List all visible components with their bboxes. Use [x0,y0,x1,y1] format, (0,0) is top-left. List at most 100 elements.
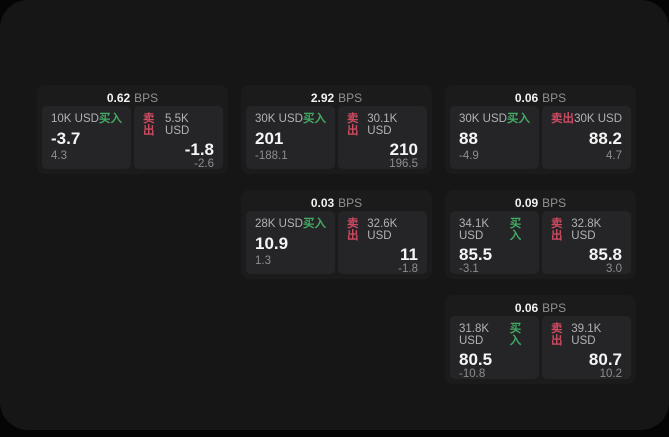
buy-row: 10K USD 买入 [51,113,122,126]
buy-panel[interactable]: 10K USD 买入 -3.7 4.3 [42,106,131,169]
buy-price: 10.9 [255,233,289,253]
buy-amount: 30K USD [459,113,507,125]
card-body: 30K USD 买入 201 -188.1 卖出 30.1K USD 210 1… [246,106,427,169]
sell-change: -2.6 [194,157,214,170]
sell-amount: 39.1K USD [571,323,602,347]
buy-label: 买入 [507,113,530,125]
sell-change: 4.7 [606,149,622,162]
sell-panel[interactable]: 卖出 39.1K USD 80.7 10.2 [542,316,631,379]
buy-row: 34.1K USD 买入 [459,218,530,242]
sell-price: 210 [389,140,418,159]
sell-row: 卖出 30K USD [551,113,622,126]
buy-row: 28K USD 买入 [255,218,326,231]
bps-value: 0.62 [106,90,131,105]
bps-value: 0.06 [514,300,539,315]
bps-unit-label: BPS [542,195,567,210]
bps-value: 0.03 [310,195,335,210]
bps-unit-label: BPS [542,90,567,105]
sell-price: -1.8 [184,140,214,159]
buy-price: 88 [459,128,478,148]
sell-row: 卖出 30.1K USD [347,113,418,137]
buy-panel[interactable]: 30K USD 买入 88 -4.9 [450,106,539,169]
buy-label: 买入 [303,218,326,230]
card-header: 0.03 BPS [246,194,427,211]
buy-label: 买入 [99,113,122,125]
quote-card: 0.09 BPS 34.1K USD 买入 85.5 -3.1 卖出 32.8K… [445,190,636,279]
sell-label: 卖出 [347,113,359,137]
card-header: 0.62 BPS [42,89,223,106]
card-body: 28K USD 买入 10.9 1.3 卖出 32.6K USD 11 -1.8 [246,211,427,274]
sell-amount: 32.8K USD [571,218,602,242]
buy-row: 31.8K USD 买入 [459,323,530,347]
sell-amount: 30.1K USD [367,113,398,137]
buy-panel[interactable]: 30K USD 买入 201 -188.1 [246,106,335,169]
sell-change: -1.8 [398,262,418,275]
buy-amount: 30K USD [255,113,303,125]
sell-panel[interactable]: 卖出 30.1K USD 210 196.5 [338,106,427,169]
sell-row: 卖出 39.1K USD [551,323,622,347]
sell-price: 85.8 [588,245,622,264]
sell-label: 卖出 [143,113,155,137]
buy-row: 30K USD 买入 [459,113,530,126]
sell-label: 卖出 [551,218,563,242]
buy-change: -3.1 [459,262,479,275]
buy-change: -4.9 [459,149,479,162]
card-header: 0.09 BPS [450,194,631,211]
buy-change: 1.3 [255,254,271,267]
sell-amount: 30K USD [574,113,622,125]
buy-price: 201 [255,128,284,148]
sell-row: 卖出 5.5K USD [143,113,214,137]
bps-unit-label: BPS [338,90,363,105]
buy-amount: 34.1K USD [459,218,490,242]
buy-label: 买入 [509,323,522,347]
buy-amount: 10K USD [51,113,99,125]
sell-price: 80.7 [588,350,622,369]
quote-card: 2.92 BPS 30K USD 买入 201 -188.1 卖出 30.1K … [241,85,432,174]
sell-panel[interactable]: 卖出 30K USD 88.2 4.7 [542,106,631,169]
sell-panel[interactable]: 卖出 32.8K USD 85.8 3.0 [542,211,631,274]
bps-unit-label: BPS [338,195,363,210]
sell-panel[interactable]: 卖出 32.6K USD 11 -1.8 [338,211,427,274]
sell-panel[interactable]: 卖出 5.5K USD -1.8 -2.6 [134,106,223,169]
card-body: 10K USD 买入 -3.7 4.3 卖出 5.5K USD -1.8 -2.… [42,106,223,169]
sell-price: 11 [400,245,418,264]
buy-panel[interactable]: 34.1K USD 买入 85.5 -3.1 [450,211,539,274]
sell-label: 卖出 [551,323,563,347]
buy-label: 买入 [303,113,326,125]
bps-value: 0.06 [514,90,539,105]
bps-unit-label: BPS [542,300,567,315]
buy-row: 30K USD 买入 [255,113,326,126]
buy-price: -3.7 [51,128,81,148]
bps-unit-label: BPS [134,90,159,105]
quote-card: 0.06 BPS 31.8K USD 买入 80.5 -10.8 卖出 39.1… [445,295,636,384]
card-body: 30K USD 买入 88 -4.9 卖出 30K USD 88.2 4.7 [450,106,631,169]
buy-change: -10.8 [459,367,486,380]
card-header: 2.92 BPS [246,89,427,106]
sell-amount: 32.6K USD [367,218,398,242]
buy-amount: 28K USD [255,218,303,230]
quote-card: 0.62 BPS 10K USD 买入 -3.7 4.3 卖出 5.5K USD [37,85,228,174]
buy-amount: 31.8K USD [459,323,490,347]
sell-change: 10.2 [599,367,622,380]
buy-label: 买入 [509,218,522,242]
buy-price: 80.5 [459,350,493,369]
card-body: 34.1K USD 买入 85.5 -3.1 卖出 32.8K USD 85.8… [450,211,631,274]
sell-row: 卖出 32.6K USD [347,218,418,242]
bps-value: 0.09 [514,195,539,210]
buy-panel[interactable]: 28K USD 买入 10.9 1.3 [246,211,335,274]
buy-panel[interactable]: 31.8K USD 买入 80.5 -10.8 [450,316,539,379]
quote-card: 0.06 BPS 30K USD 买入 88 -4.9 卖出 30K USD [445,85,636,174]
sell-row: 卖出 32.8K USD [551,218,622,242]
sell-label: 卖出 [551,113,574,125]
card-body: 31.8K USD 买入 80.5 -10.8 卖出 39.1K USD 80.… [450,316,631,379]
sell-label: 卖出 [347,218,359,242]
buy-price: 85.5 [459,245,493,264]
card-header: 0.06 BPS [450,89,631,106]
bps-value: 2.92 [310,90,335,105]
sell-change: 196.5 [389,157,418,170]
buy-change: -188.1 [255,149,288,162]
card-header: 0.06 BPS [450,299,631,316]
buy-change: 4.3 [51,149,67,162]
sell-price: 88.2 [588,128,622,148]
